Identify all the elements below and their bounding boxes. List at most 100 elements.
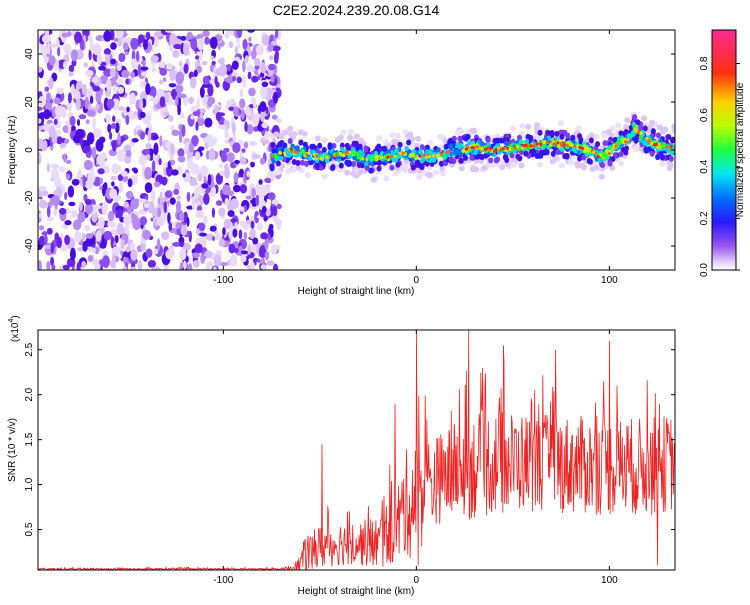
- spectrogram-signal-cell: [661, 141, 666, 146]
- spectrogram-signal-cell: [537, 161, 544, 168]
- spectrogram-signal-cell: [303, 160, 309, 167]
- spectrogram-noise-cell: [101, 255, 110, 268]
- spectrogram-signal-cell: [317, 142, 323, 149]
- spectrogram-noise-cell: [118, 106, 125, 111]
- spectrogram-noise-cell: [82, 145, 90, 153]
- spectrogram-signal-cell: [458, 157, 464, 164]
- spectrogram-noise-cell: [38, 225, 45, 231]
- spectrogram-signal-cell: [439, 152, 443, 156]
- spectrogram-signal-cell: [424, 160, 430, 167]
- spectrogram-signal-cell: [603, 153, 608, 158]
- spectrogram-noise-cell: [140, 71, 148, 77]
- spectrogram-noise-cell: [203, 193, 210, 205]
- spectrogram-noise-cell: [199, 112, 204, 119]
- spectrogram-signal-cell: [515, 153, 521, 160]
- spectrogram-noise-cell: [64, 138, 70, 144]
- spectrogram-noise-cell: [165, 63, 173, 70]
- spectrogram-noise-cell: [56, 87, 64, 95]
- spectrogram-noise-cell: [99, 185, 103, 191]
- spectrogram-noise-cell: [200, 253, 205, 264]
- spectrogram-noise-cell: [260, 264, 268, 270]
- spectrogram-signal-cell: [365, 157, 369, 162]
- spectrogram-noise-cell: [244, 121, 248, 133]
- spectrogram-signal-cell: [542, 149, 548, 156]
- spectrogram-noise-cell: [233, 172, 239, 183]
- spectrogram-noise-cell: [199, 108, 207, 114]
- spectrogram-noise-cell: [145, 248, 153, 258]
- spectrogram-signal-cell: [445, 150, 449, 155]
- spectrogram-signal-cell: [556, 141, 560, 145]
- spectrogram-signal-cell: [624, 117, 631, 124]
- spectrogram-noise-cell: [163, 201, 167, 214]
- spectrogram-signal-cell: [401, 151, 405, 155]
- spectrogram-signal-cell: [394, 132, 401, 139]
- spectrogram-signal-cell: [672, 144, 675, 150]
- spectrogram-noise-cell: [196, 33, 204, 40]
- spectrogram-signal-cell: [655, 154, 661, 161]
- spectrogram-noise-cell: [145, 31, 151, 39]
- spectrogram-noise-cell: [139, 208, 145, 215]
- spectrogram-noise-cell: [81, 84, 87, 96]
- spectrogram-noise-cell: [53, 209, 58, 217]
- spectrogram-noise-cell: [202, 215, 208, 225]
- spectrogram-noise-cell: [258, 186, 266, 198]
- spectrogram-signal-cell: [567, 159, 574, 166]
- spectrogram-noise-cell: [177, 155, 186, 163]
- y-tick-label: 1.5: [24, 432, 35, 446]
- spectrogram-signal-cell: [518, 139, 524, 145]
- spectrogram-noise-cell: [267, 43, 274, 52]
- spectrogram-signal-cell: [355, 151, 360, 156]
- spectrogram-signal-cell: [357, 155, 362, 160]
- spectrogram-noise-cell: [179, 112, 185, 119]
- spectrogram-signal-cell: [509, 143, 514, 148]
- spectrogram-noise-cell: [194, 243, 203, 254]
- spectrogram-signal-cell: [519, 122, 526, 129]
- spectrogram-noise-cell: [217, 42, 221, 51]
- spectrogram-signal-cell: [290, 167, 297, 174]
- spectrogram-noise-cell: [239, 156, 247, 165]
- spectrogram-signal-cell: [291, 131, 298, 138]
- spectrogram-noise-cell: [94, 262, 101, 270]
- spectrogram-signal-cell: [304, 171, 311, 178]
- spectrogram-noise-cell: [222, 227, 226, 236]
- spectrogram-noise-cell: [208, 148, 216, 161]
- spectrogram-noise-cell: [178, 212, 185, 221]
- spectrogram-signal-cell: [358, 149, 363, 155]
- spectrogram-noise-cell: [69, 115, 76, 126]
- spectrogram-noise-cell: [62, 43, 72, 54]
- spectrogram-noise-cell: [191, 197, 196, 210]
- spectrogram-noise-cell: [156, 238, 161, 252]
- snr-multiplier-exponent: 4: [8, 319, 15, 323]
- spectrogram-noise-cell: [109, 131, 113, 140]
- spectrogram-noise-cell: [151, 160, 156, 173]
- spectrogram-noise-cell: [113, 98, 120, 109]
- x-tick-label: 0: [414, 575, 420, 586]
- spectrogram-signal-cell: [546, 130, 552, 137]
- spectrogram-signal-cell: [659, 160, 666, 167]
- spectrogram-noise-cell: [120, 238, 125, 249]
- spectrogram-signal-cell: [363, 145, 369, 152]
- spectrogram-signal-cell: [457, 135, 463, 142]
- spectrogram-noise-cell: [223, 218, 232, 230]
- spectrogram-signal-cell: [494, 147, 498, 152]
- spectrogram-signal-cell: [485, 137, 491, 144]
- spectrogram-noise-cell: [55, 186, 63, 199]
- spectrogram-noise-cell: [172, 50, 180, 58]
- spectrogram-noise-cell: [96, 154, 105, 166]
- spectrogram-noise-cell: [234, 46, 239, 56]
- spectrogram-noise-cell: [38, 106, 43, 111]
- spectrogram-signal-cell: [297, 152, 303, 158]
- spectrogram-noise-cell: [38, 186, 47, 192]
- spectrogram-signal-cell: [410, 164, 416, 171]
- spectrogram-noise-cell: [86, 132, 95, 145]
- spectrogram-noise-cell: [91, 146, 97, 160]
- spectrogram-signal-cell: [588, 137, 594, 144]
- spectrogram-signal-cell: [416, 173, 423, 180]
- spectrogram-noise-cell: [121, 69, 130, 78]
- spectrogram-noise-cell: [117, 36, 123, 47]
- spectrogram-noise-cell: [187, 97, 195, 104]
- spectrogram-noise-cell: [153, 248, 159, 255]
- spectrogram-noise-cell: [146, 153, 151, 161]
- spectrogram-signal-cell: [366, 153, 371, 159]
- spectrogram-noise-cell: [56, 136, 63, 145]
